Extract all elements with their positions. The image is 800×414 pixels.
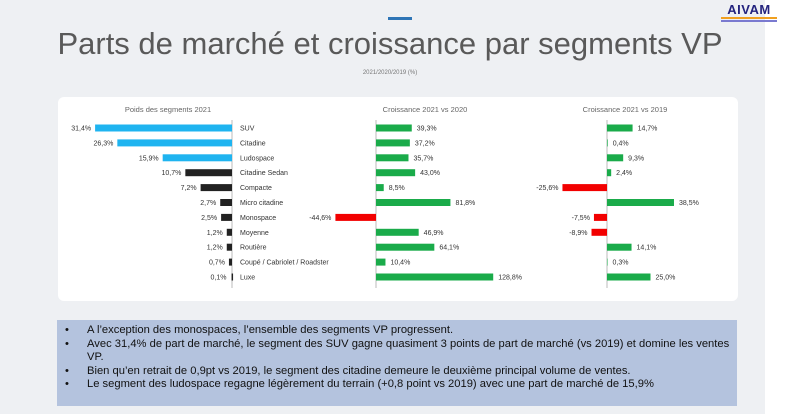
data-label: -25,6% [536,185,558,192]
category-label: Citadine Sedan [240,170,288,177]
data-label: -7,5% [572,215,590,222]
bar-4 [562,184,607,192]
data-label: 31,4% [71,126,91,133]
bar-2 [607,154,624,162]
data-label: 43,0% [420,170,440,177]
bar-8 [607,243,632,251]
bar-7 [226,228,232,236]
page-margin [765,0,800,414]
bar-10 [231,273,234,281]
data-label: 25,0% [656,275,676,282]
category-label: Moyenne [240,230,269,237]
aivam-logo: AIVAM [721,3,777,22]
commentary-box: A l’exception des monospaces, l’ensemble… [57,320,737,406]
data-label: 1,2% [207,230,223,237]
category-label: Compacte [240,185,272,192]
data-label: 8,5% [389,185,405,192]
bar-1 [376,139,410,147]
bullet-item: Avec 31,4% de part de marché, le segment… [65,338,737,365]
page-subtitle: 2021/2020/2019 (%) [362,70,418,76]
bar-10 [607,273,651,281]
data-label: 10,7% [161,170,181,177]
data-label: 15,9% [139,155,159,162]
bar-9 [228,258,232,266]
bar-8 [226,243,232,251]
accent-line [388,17,412,20]
bar-1 [607,139,608,147]
data-label: 14,1% [637,245,657,252]
data-label: 128,8% [498,275,522,282]
data-label: -8,9% [569,230,587,237]
bar-0 [607,124,633,132]
data-label: 2,4% [616,170,632,177]
data-label: 35,7% [413,155,433,162]
bar-6 [335,213,376,221]
data-label: 0,3% [613,260,629,267]
data-label: 37,2% [415,140,435,147]
bullet-item: Bien qu’en retrait de 0,9pt vs 2019, le … [65,365,737,379]
chart-title: Poids des segments 2021 [125,105,211,114]
category-label: SUV [240,126,255,133]
bar-2 [376,154,409,162]
bar-1 [117,139,232,147]
bar-3 [185,169,232,177]
data-label: 9,3% [628,155,644,162]
bar-5 [607,199,674,206]
data-label: 38,5% [679,200,699,207]
data-label: 0,4% [613,140,629,147]
data-label: 81,8% [455,200,475,207]
page-title: Parts de marché et croissance par segmen… [57,26,723,61]
data-label: 0,7% [209,260,225,267]
bar-0 [95,124,232,132]
bar-2 [162,154,232,162]
bar-7 [591,228,607,236]
category-label: Luxe [240,275,255,282]
data-label: 46,9% [424,230,444,237]
data-label: 39,3% [417,126,437,133]
bar-6 [221,213,232,221]
bar-7 [376,228,419,236]
chart-title: Croissance 2021 vs 2019 [583,105,668,114]
category-label: Micro citadine [240,200,283,207]
data-label: 1,2% [207,245,223,252]
bar-10 [376,273,494,281]
data-label: -44,6% [309,215,331,222]
bullet-item: A l’exception des monospaces, l’ensemble… [65,324,737,338]
data-label: 7,2% [181,185,197,192]
bar-5 [220,199,232,206]
bar-9 [607,258,608,266]
bar-6 [593,213,607,221]
data-label: 26,3% [93,140,113,147]
data-label: 64,1% [439,245,459,252]
category-label: Monospace [240,215,276,222]
category-label: Coupé / Cabriolet / Roadster [240,260,329,267]
bar-0 [376,124,412,132]
data-label: 14,7% [638,126,658,133]
bullet-item: Le segment des ludospace regagne légèrem… [65,378,737,392]
data-label: 0,1% [211,275,227,282]
category-label: Routière [240,245,267,252]
bar-8 [376,243,435,251]
data-label: 2,5% [201,215,217,222]
bar-4 [200,184,232,192]
chart-title: Croissance 2021 vs 2020 [383,105,468,114]
category-label: Citadine [240,140,266,147]
data-label: 10,4% [390,260,410,267]
bar-5 [376,199,451,206]
bar-3 [376,169,416,177]
category-label: Ludospace [240,155,274,162]
bar-4 [376,184,384,192]
data-label: 2,7% [200,200,216,207]
logo-text: AIVAM [727,2,771,17]
bar-9 [376,258,386,266]
bar-3 [607,169,612,177]
